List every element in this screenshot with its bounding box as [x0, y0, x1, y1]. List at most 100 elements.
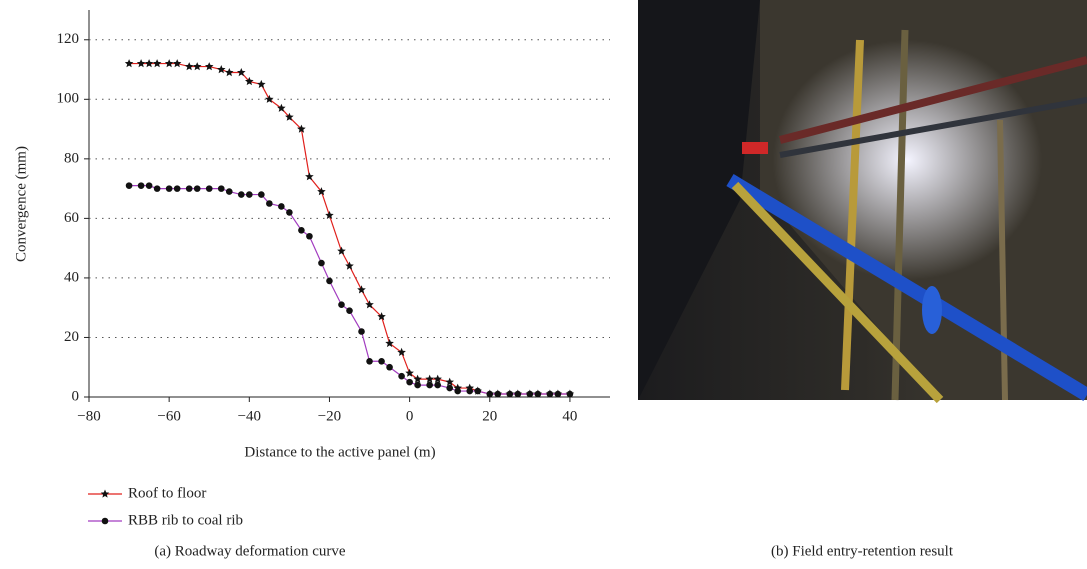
- legend-label: Roof to floor: [128, 485, 206, 501]
- marker: [217, 185, 225, 192]
- y-tick-label: 20: [64, 329, 79, 345]
- marker: [358, 328, 365, 335]
- x-tick-label: −40: [238, 408, 261, 424]
- marker: [217, 65, 226, 74]
- x-tick-label: 40: [562, 408, 577, 424]
- marker: [474, 387, 482, 395]
- marker: [325, 210, 334, 219]
- marker: [184, 62, 194, 71]
- marker: [365, 300, 374, 309]
- marker: [185, 185, 193, 192]
- marker: [406, 378, 413, 386]
- marker: [145, 182, 153, 189]
- x-tick-label: 0: [406, 408, 414, 424]
- marker: [124, 59, 134, 68]
- marker: [285, 112, 294, 121]
- marker: [318, 259, 325, 267]
- marker: [172, 59, 182, 68]
- legend-marker: [101, 517, 109, 525]
- marker: [205, 62, 214, 71]
- y-tick-label: 0: [72, 388, 80, 404]
- marker: [258, 191, 265, 198]
- marker: [514, 390, 522, 398]
- photo-caption: (b) Field entry-retention result: [771, 543, 954, 559]
- marker: [286, 209, 293, 216]
- marker: [345, 261, 354, 270]
- marker: [137, 182, 145, 189]
- marker: [337, 246, 346, 255]
- y-tick-label: 120: [57, 31, 80, 47]
- legend-label: RBB rib to coal rib: [128, 512, 243, 528]
- marker: [526, 390, 534, 398]
- marker: [265, 94, 274, 103]
- marker: [534, 390, 542, 398]
- marker: [398, 372, 405, 380]
- marker: [173, 185, 181, 192]
- marker: [405, 368, 414, 377]
- marker: [192, 62, 202, 71]
- marker: [397, 347, 406, 356]
- marker: [125, 182, 133, 189]
- marker: [466, 387, 474, 395]
- marker: [297, 124, 306, 133]
- series-line: [129, 62, 570, 395]
- marker: [193, 185, 201, 192]
- marker: [413, 374, 422, 383]
- marker: [434, 381, 441, 389]
- legend-marker: [100, 489, 110, 498]
- marker: [326, 277, 333, 285]
- marker: [305, 172, 314, 181]
- x-axis-label: Distance to the active panel (m): [244, 444, 435, 460]
- marker: [554, 390, 562, 398]
- photo: [638, 0, 1087, 404]
- marker: [237, 191, 245, 198]
- marker: [366, 357, 373, 365]
- x-tick-label: −80: [77, 408, 100, 424]
- x-tick-label: 20: [482, 408, 497, 424]
- marker: [566, 390, 574, 398]
- marker: [357, 285, 366, 294]
- marker: [433, 374, 442, 383]
- y-axis-label: Convergence (mm): [13, 146, 29, 262]
- marker: [237, 68, 246, 77]
- marker: [136, 59, 146, 68]
- marker: [277, 103, 286, 112]
- chart-caption: (a) Roadway deformation curve: [154, 543, 346, 559]
- marker: [546, 390, 554, 398]
- y-tick-label: 60: [64, 210, 79, 226]
- marker: [266, 200, 273, 207]
- marker: [346, 307, 353, 314]
- marker: [225, 68, 234, 77]
- marker: [278, 203, 285, 210]
- marker: [205, 185, 213, 192]
- marker: [298, 226, 305, 234]
- marker: [506, 390, 514, 398]
- marker: [425, 374, 434, 383]
- marker: [426, 381, 433, 389]
- marker: [245, 76, 254, 86]
- marker: [454, 387, 462, 395]
- marker: [338, 301, 345, 309]
- y-tick-label: 100: [57, 91, 80, 107]
- marker: [164, 59, 174, 68]
- marker: [225, 188, 233, 195]
- marker: [445, 377, 454, 386]
- x-tick-label: −60: [157, 408, 180, 424]
- y-tick-label: 40: [64, 269, 79, 285]
- marker: [446, 384, 453, 392]
- marker: [414, 381, 421, 389]
- marker: [257, 79, 266, 89]
- marker: [494, 390, 502, 398]
- marker: [385, 338, 394, 348]
- marker: [306, 232, 313, 240]
- marker: [317, 187, 326, 196]
- y-tick-label: 80: [64, 150, 79, 166]
- marker: [386, 363, 393, 371]
- marker: [377, 312, 386, 321]
- marker: [153, 185, 161, 192]
- marker: [152, 59, 162, 68]
- marker: [486, 390, 494, 398]
- marker: [378, 357, 385, 365]
